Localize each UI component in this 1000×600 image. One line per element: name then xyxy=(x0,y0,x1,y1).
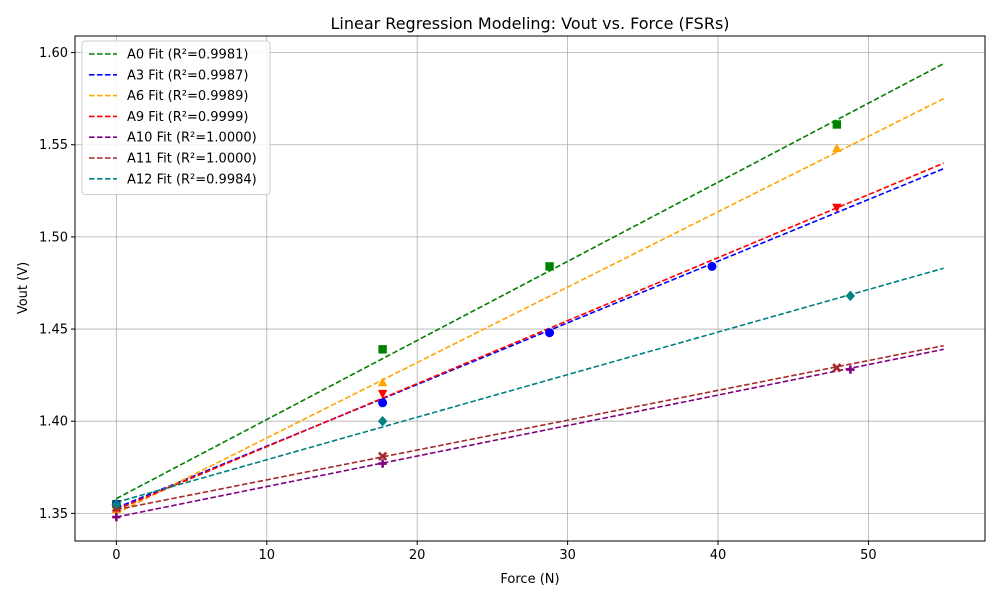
legend-box xyxy=(81,40,271,196)
data-point xyxy=(377,377,388,387)
y-tick-label: 1.50 xyxy=(39,230,68,245)
fit-line xyxy=(115,62,945,500)
x-tick-label: 20 xyxy=(409,548,426,563)
data-point xyxy=(377,451,388,461)
data-point xyxy=(377,389,388,399)
x-tick-label: 10 xyxy=(259,548,276,563)
legend-label: A3 Fit (R²=0.9987) xyxy=(127,68,248,83)
legend-label: A0 Fit (R²=0.9981) xyxy=(127,48,248,63)
legend-label: A10 Fit (R²=1.0000) xyxy=(127,131,257,146)
grid-lines xyxy=(75,36,985,541)
legend: A0 Fit (R²=0.9981) A3 Fit (R²=0.9987) A6 F… xyxy=(81,40,271,196)
x-axis-ticks: 0 10 20 30 40 50 xyxy=(112,541,877,563)
fit-line xyxy=(116,97,944,515)
data-point xyxy=(378,459,387,468)
data-point xyxy=(112,512,121,522)
y-axis-ticks: 1.35 1.40 1.45 1.50 1.55 1.60 xyxy=(39,46,75,522)
fit-line xyxy=(116,344,944,511)
legend-label: A6 Fit (R²=0.9989) xyxy=(127,89,248,104)
data-point xyxy=(832,203,842,213)
y-tick-label: 1.35 xyxy=(39,507,68,522)
data-point xyxy=(832,143,842,153)
fit-line xyxy=(116,348,944,518)
data-point xyxy=(111,498,122,510)
y-axis-title: Vout (V) xyxy=(16,262,31,314)
data-point xyxy=(832,120,842,129)
data-point xyxy=(545,328,555,338)
fit-line xyxy=(116,162,944,511)
x-axis-title: Force (N) xyxy=(500,572,559,587)
data-point xyxy=(845,290,856,302)
fit-line xyxy=(116,167,944,509)
x-tick-label: 50 xyxy=(860,548,877,563)
legend-label: A12 Fit (R²=0.9984) xyxy=(127,172,257,187)
y-tick-label: 1.55 xyxy=(39,138,68,153)
chart-title: Linear Regression Modeling: Vout vs. For… xyxy=(330,14,729,33)
x-tick-label: 0 xyxy=(112,548,120,563)
data-point xyxy=(378,345,387,354)
data-point xyxy=(545,262,554,271)
data-points xyxy=(111,120,856,522)
y-tick-label: 1.40 xyxy=(39,415,68,430)
fit-lines xyxy=(115,62,945,518)
data-point xyxy=(378,398,388,408)
legend-label: A11 Fit (R²=1.0000) xyxy=(127,152,257,167)
x-tick-label: 40 xyxy=(710,548,727,563)
y-tick-label: 1.60 xyxy=(39,46,68,61)
fit-line xyxy=(116,267,944,504)
plot-frame xyxy=(74,35,986,542)
x-tick-label: 30 xyxy=(559,548,576,563)
data-point xyxy=(377,416,388,427)
data-point xyxy=(846,365,855,374)
data-point xyxy=(832,363,842,373)
data-point xyxy=(707,261,717,271)
legend-label: A9 Fit (R²=0.9999) xyxy=(127,110,248,125)
y-tick-label: 1.45 xyxy=(39,323,68,338)
